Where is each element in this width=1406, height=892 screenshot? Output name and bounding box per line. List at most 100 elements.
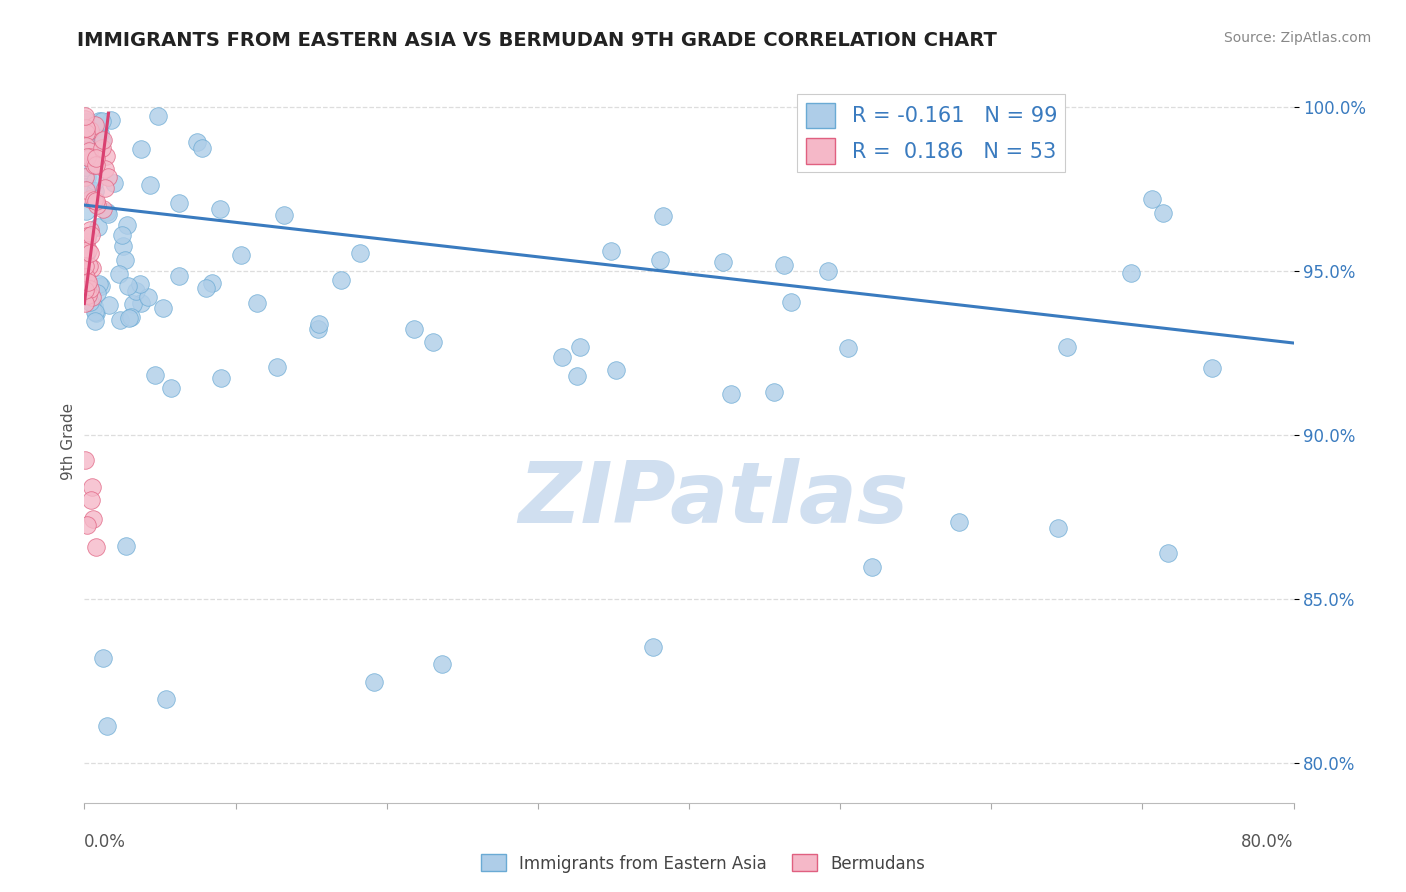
Point	[76, 288, 98, 302]
Point	[75, 235, 97, 249]
Legend: R = -0.161   N = 99, R =  0.186   N = 53: R = -0.161 N = 99, R = 0.186 N = 53	[797, 95, 1066, 172]
Point	[349, 245, 371, 260]
Point	[87, 277, 110, 291]
Point	[167, 196, 190, 211]
Point	[266, 359, 288, 374]
Point	[75, 237, 97, 252]
Point	[780, 295, 803, 310]
Point	[76, 140, 98, 154]
Point	[76, 170, 98, 185]
Point	[209, 371, 232, 385]
Point	[605, 363, 627, 377]
Text: 80.0%: 80.0%	[1241, 833, 1294, 851]
Point	[1056, 340, 1078, 354]
Point	[75, 244, 97, 259]
Point	[75, 138, 97, 153]
Point	[201, 277, 224, 291]
Point	[551, 351, 574, 365]
Point	[75, 112, 97, 126]
Point	[75, 121, 97, 136]
Y-axis label: 9th Grade: 9th Grade	[60, 403, 76, 480]
Point	[75, 248, 97, 262]
Point	[84, 151, 107, 165]
Point	[77, 144, 100, 158]
Point	[82, 290, 104, 304]
Point	[82, 512, 104, 526]
Point	[773, 258, 796, 272]
Point	[108, 268, 131, 282]
Point	[76, 228, 98, 243]
Point	[77, 284, 100, 298]
Point	[94, 149, 117, 163]
Point	[273, 208, 295, 222]
Point	[77, 260, 100, 274]
Point	[114, 253, 136, 268]
Point	[75, 126, 97, 140]
Point	[121, 297, 143, 311]
Point	[118, 311, 141, 326]
Point	[763, 384, 786, 399]
Point	[209, 202, 232, 217]
Point	[84, 174, 107, 188]
Point	[79, 149, 101, 163]
Point	[76, 273, 98, 287]
Point	[568, 340, 591, 354]
Point	[1156, 546, 1178, 560]
Point	[96, 207, 118, 221]
Point	[860, 560, 883, 574]
Point	[650, 253, 672, 268]
Point	[83, 158, 105, 172]
Point	[308, 318, 330, 332]
Point	[422, 335, 444, 350]
Point	[86, 197, 108, 211]
Point	[90, 278, 112, 293]
Point	[80, 261, 103, 276]
Point	[91, 202, 114, 217]
Point	[89, 113, 111, 128]
Point	[82, 480, 104, 494]
Point	[97, 169, 120, 184]
Point	[565, 369, 588, 384]
Point	[75, 247, 97, 261]
Point	[84, 314, 107, 328]
Point	[91, 114, 114, 128]
Point	[84, 158, 107, 172]
Legend: Immigrants from Eastern Asia, Bermudans: Immigrants from Eastern Asia, Bermudans	[474, 847, 932, 880]
Point	[84, 305, 107, 319]
Point	[79, 295, 101, 310]
Point	[129, 295, 152, 310]
Point	[84, 184, 107, 198]
Point	[77, 243, 100, 257]
Point	[125, 285, 148, 299]
Point	[129, 277, 152, 292]
Point	[75, 170, 97, 185]
Point	[1046, 521, 1069, 535]
Point	[91, 141, 114, 155]
Point	[89, 126, 111, 140]
Point	[76, 279, 98, 293]
Point	[720, 387, 742, 401]
Point	[143, 368, 166, 383]
Point	[837, 341, 859, 355]
Point	[94, 181, 117, 195]
Point	[245, 295, 267, 310]
Point	[307, 322, 329, 336]
Text: ZIPatlas: ZIPatlas	[517, 458, 908, 541]
Point	[91, 134, 114, 148]
Point	[79, 193, 101, 207]
Point	[600, 244, 623, 258]
Point	[155, 692, 177, 706]
Point	[76, 518, 98, 533]
Point	[79, 222, 101, 236]
Point	[75, 295, 97, 310]
Point	[91, 133, 114, 147]
Point	[363, 675, 385, 690]
Point	[191, 141, 214, 155]
Point	[167, 269, 190, 284]
Point	[160, 381, 183, 395]
Point	[87, 219, 110, 234]
Point	[186, 135, 208, 149]
Point	[1152, 206, 1174, 220]
Point	[114, 539, 136, 553]
Point	[83, 122, 105, 136]
